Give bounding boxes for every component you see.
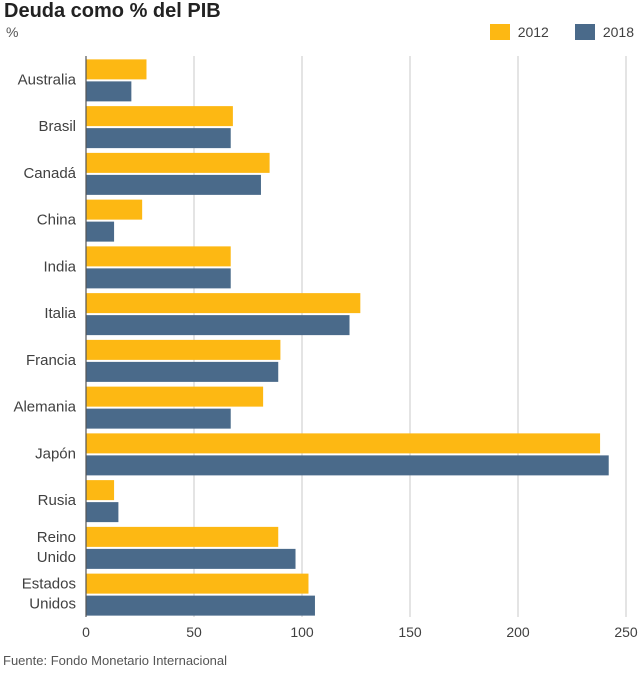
legend-item-2018: 2018: [574, 24, 634, 40]
bar-2018: [86, 174, 261, 195]
legend-item-2012: 2012: [489, 24, 549, 40]
category-label: China: [37, 212, 77, 229]
x-tick-label: 0: [82, 624, 90, 640]
category-label: Unido: [37, 549, 76, 566]
bar-2012: [86, 59, 147, 80]
category-label: Estados: [22, 576, 76, 593]
legend: 2012 2018: [464, 24, 634, 40]
bar-2018: [86, 81, 132, 102]
bar-2012: [86, 573, 309, 594]
bar-2018: [86, 408, 231, 429]
x-tick-label: 200: [506, 624, 530, 640]
category-label: Japón: [35, 445, 76, 462]
bar-2012: [86, 199, 143, 220]
x-tick-label: 50: [186, 624, 202, 640]
bar-2018: [86, 315, 350, 336]
legend-swatch-2018: [574, 24, 595, 40]
x-tick-label: 100: [290, 624, 314, 640]
x-tick-label: 150: [398, 624, 422, 640]
category-label: Rusia: [38, 492, 77, 509]
bar-2018: [86, 268, 231, 289]
bar-2018: [86, 548, 296, 569]
legend-label-2018: 2018: [602, 24, 634, 40]
legend-label-2012: 2012: [517, 24, 549, 40]
bar-2012: [86, 293, 361, 314]
category-label: Unidos: [29, 596, 76, 613]
x-tick-label: 250: [614, 624, 638, 640]
bar-2012: [86, 386, 264, 407]
chart-title: Deuda como % del PIB: [4, 0, 221, 22]
bar-2012: [86, 246, 231, 267]
legend-swatch-2012: [489, 24, 510, 40]
category-label: Australia: [18, 71, 77, 88]
category-label: Reino: [37, 529, 76, 546]
category-label: Alemania: [13, 399, 76, 416]
unit-label: %: [6, 24, 19, 40]
category-label: Francia: [26, 352, 77, 369]
bar-chart: 0 50 100 150 200 250 Australia Brasil Canadá Chin…: [13, 56, 638, 640]
bar-2018: [86, 128, 231, 149]
bar-2012: [86, 480, 115, 501]
bar-2012: [86, 433, 601, 454]
bar-2018: [86, 221, 115, 242]
bar-2012: [86, 526, 279, 547]
bar-2018: [86, 361, 279, 382]
bar-2012: [86, 152, 270, 173]
bar-2012: [86, 339, 281, 360]
category-label: Canadá: [23, 165, 76, 182]
category-label: Italia: [44, 305, 76, 322]
category-label: India: [43, 258, 76, 275]
bar-2018: [86, 455, 609, 476]
category-label: Brasil: [38, 118, 76, 135]
source-note: Fuente: Fondo Monetario Internacional: [3, 653, 228, 668]
bar-2018: [86, 595, 315, 616]
bar-2012: [86, 106, 233, 127]
bar-2018: [86, 502, 119, 523]
